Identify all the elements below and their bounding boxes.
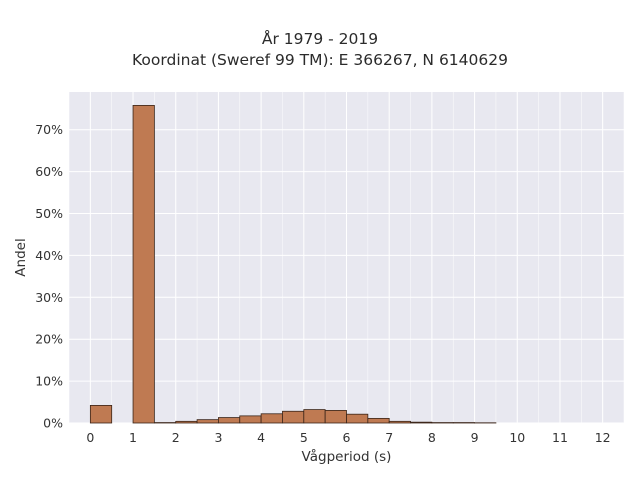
histogram-bar xyxy=(239,415,262,424)
histogram-bar xyxy=(175,420,198,424)
x-tick-label: 6 xyxy=(343,430,351,445)
x-axis-ticks: 0 1 2 3 4 5 6 7 8 9 10 11 12 xyxy=(86,430,610,445)
histogram-bar xyxy=(282,410,305,424)
histogram-bar xyxy=(324,410,347,424)
x-tick-label: 2 xyxy=(172,430,180,445)
x-tick-label: 9 xyxy=(471,430,479,445)
y-tick-label: 70% xyxy=(35,122,63,137)
x-tick-label: 8 xyxy=(428,430,436,445)
grid-lines xyxy=(68,92,625,424)
histogram-bar xyxy=(89,405,113,424)
y-axis-label: Andel xyxy=(13,238,29,276)
histogram-bar xyxy=(218,417,241,424)
y-tick-label: 20% xyxy=(35,332,63,347)
y-tick-label: 0% xyxy=(43,416,63,431)
histogram-bar xyxy=(260,413,283,424)
chart-title-line-1: År 1979 - 2019 xyxy=(261,30,379,48)
x-tick-label: 1 xyxy=(129,430,137,445)
x-tick-label: 5 xyxy=(300,430,308,445)
chart-title-line-2: Koordinat (Sweref 99 TM): E 366267, N 61… xyxy=(132,51,508,69)
x-tick-label: 11 xyxy=(552,430,568,445)
y-tick-label: 10% xyxy=(35,374,63,389)
x-tick-label: 4 xyxy=(257,430,265,445)
y-tick-label: 30% xyxy=(35,290,63,305)
y-tick-label: 50% xyxy=(35,206,63,221)
histogram-bar xyxy=(410,421,433,424)
histogram-bar xyxy=(388,420,411,424)
x-tick-label: 3 xyxy=(214,430,222,445)
y-axis-ticks: 0% 10% 20% 30% 40% 50% 60% 70% xyxy=(35,122,63,430)
x-tick-label: 10 xyxy=(509,430,525,445)
histogram-bar xyxy=(346,413,369,424)
histogram-bar xyxy=(367,417,390,424)
y-tick-label: 60% xyxy=(35,164,63,179)
x-axis-label: Vågperiod (s) xyxy=(302,448,392,465)
x-tick-label: 7 xyxy=(385,430,393,445)
histogram-bar xyxy=(132,105,155,424)
x-tick-label: 0 xyxy=(86,430,94,445)
histogram-bar xyxy=(196,419,219,424)
y-tick-label: 40% xyxy=(35,248,63,263)
histogram-bar xyxy=(303,409,326,424)
bars xyxy=(89,105,497,424)
x-tick-label: 12 xyxy=(595,430,611,445)
